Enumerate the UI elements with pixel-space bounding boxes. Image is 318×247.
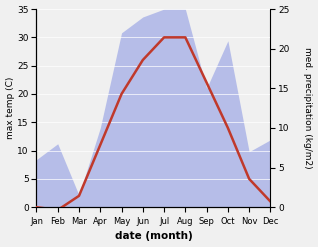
- X-axis label: date (month): date (month): [114, 231, 192, 242]
- Y-axis label: med. precipitation (kg/m2): med. precipitation (kg/m2): [303, 47, 313, 169]
- Y-axis label: max temp (C): max temp (C): [5, 77, 15, 139]
